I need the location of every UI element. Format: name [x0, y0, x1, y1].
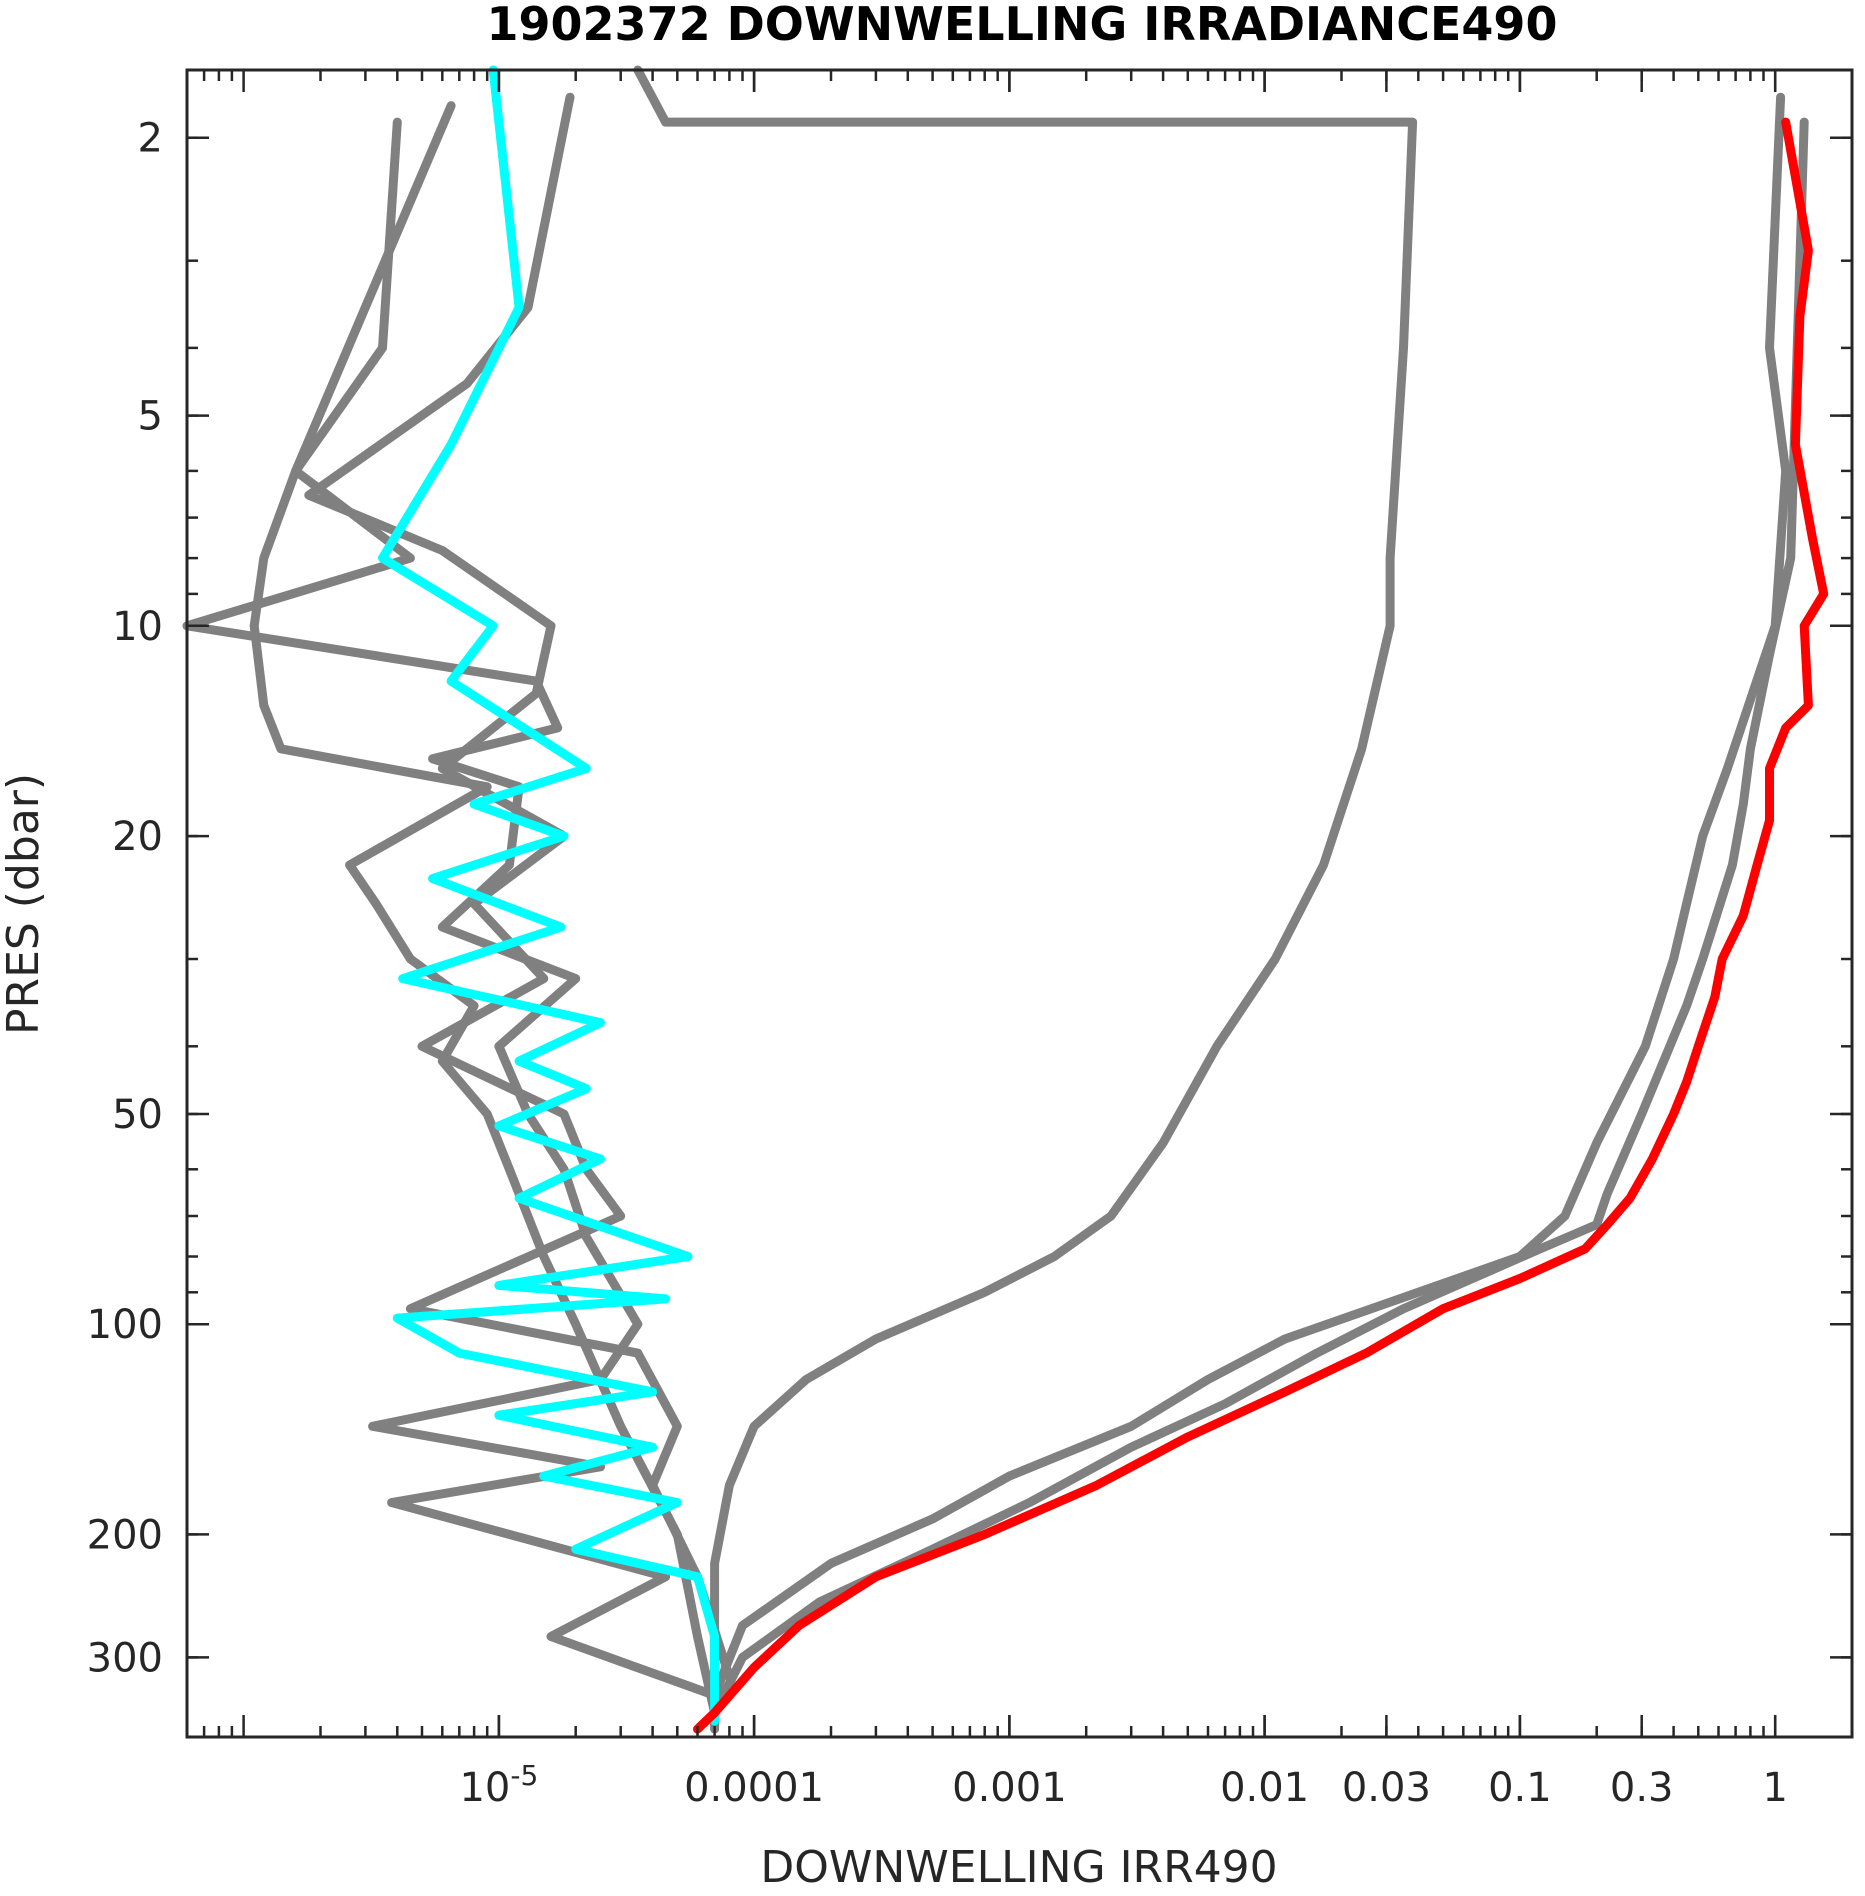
- y-tick-label: 300: [87, 1635, 163, 1681]
- series-line-2: [182, 101, 720, 1700]
- x-tick-label: 1: [1762, 1765, 1787, 1811]
- series-line-1: [249, 117, 720, 1718]
- y-axis-label: PRES (dbar): [0, 773, 49, 1035]
- series-line-3: [304, 92, 734, 1682]
- chart-title: 1902372 DOWNWELLING IRRADIANCE490: [487, 0, 1558, 51]
- x-tick-label: 0.03: [1342, 1765, 1431, 1811]
- plot-area: [182, 65, 1829, 1734]
- x-tick-label: 0.001: [952, 1765, 1067, 1811]
- series-line-7: [378, 65, 720, 1726]
- x-tick-label: 0.0001: [684, 1765, 824, 1811]
- x-axis-label: DOWNWELLING IRR490: [760, 1842, 1277, 1893]
- y-tick-label: 2: [138, 116, 163, 162]
- axis-ticks: 10-5 0.0001 0.001 0.01 0.03 0.1 0.3 1 2 5 10 20 50 10…: [87, 70, 1854, 1811]
- y-tick-label: 10: [112, 604, 163, 650]
- series-line-4: [633, 65, 1418, 1734]
- y-tick-label: 200: [87, 1512, 163, 1558]
- plot-frame: [185, 68, 1854, 1739]
- series-line-8: [693, 117, 1829, 1734]
- x-tick-label: 0.3: [1610, 1765, 1674, 1811]
- y-tick-label: 50: [112, 1092, 163, 1138]
- x-tick-label: 10-5: [459, 1759, 538, 1811]
- y-tick-label: 20: [112, 814, 163, 860]
- x-tick-label: 0.1: [1488, 1765, 1552, 1811]
- series-line-6: [710, 117, 1809, 1718]
- y-tick-label: 5: [138, 394, 163, 440]
- series-line-5: [710, 92, 1791, 1700]
- x-tick-label: 0.01: [1220, 1765, 1309, 1811]
- y-tick-label: 100: [87, 1302, 163, 1348]
